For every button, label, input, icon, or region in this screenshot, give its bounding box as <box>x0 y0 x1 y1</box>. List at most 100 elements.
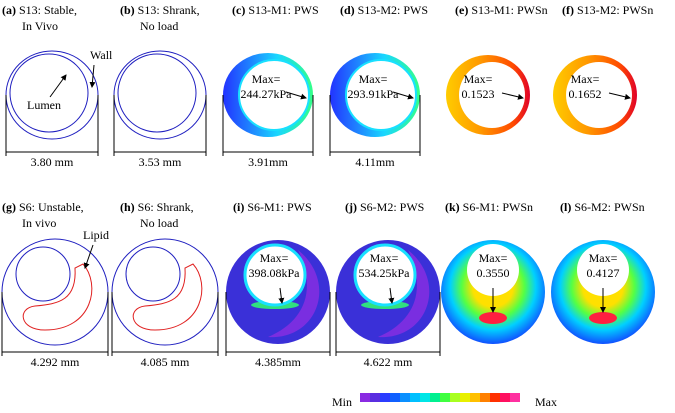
annotation: Max= <box>260 251 289 265</box>
panel-title-line: S13-M2: PWS <box>358 3 428 17</box>
panel-title: (i) S6-M1: PWS <box>233 200 312 214</box>
panel-title-line: S13: Stable, <box>19 3 77 17</box>
panel-title-line: S6-M2: PWSn <box>574 200 644 214</box>
panel-title: (h) S6: Shrank, <box>120 200 194 214</box>
panel-title: (e) S13-M1: PWSn <box>455 3 548 17</box>
lumen <box>125 246 181 302</box>
annotation: 398.08kPa <box>249 266 301 280</box>
lumen <box>566 62 632 128</box>
panel: (l) S6-M2: PWSn Max=0.4127 <box>551 200 655 344</box>
colorbar: Min Max <box>332 393 557 409</box>
colorbar-cell <box>510 393 520 402</box>
panel: (k) S6-M1: PWSn Max=0.3550 <box>441 200 545 344</box>
arrow <box>285 91 307 100</box>
lumen <box>345 59 417 131</box>
annotation: Max= <box>589 251 618 265</box>
dimension-label: 3.53 mm <box>139 155 182 169</box>
crescent <box>378 250 430 338</box>
panel-title: (b) S13: Shrank, <box>120 3 200 17</box>
lumen <box>117 53 197 133</box>
panel-label: (f) <box>562 3 574 17</box>
panel-title-line: S6-M1: PWS <box>247 200 311 214</box>
arrow <box>388 287 395 304</box>
panel: (i) S6-M1: PWS Max=398.08kPa 4.385mm <box>225 200 331 369</box>
panel-title-line: In Vivo <box>22 19 58 33</box>
panel-title-line: S6-M1: PWSn <box>463 200 533 214</box>
lipid <box>22 263 93 331</box>
colorbar-cell <box>390 393 400 402</box>
annotation: 534.25kPa <box>359 266 411 280</box>
colorbar-cell <box>490 393 500 402</box>
arrow <box>278 287 285 304</box>
dimension-label: 3.91mm <box>248 155 288 169</box>
panel: (j) S6-M2: PWS Max=534.25kPa 4.622 mm <box>335 200 441 369</box>
panel-title: (l) S6-M2: PWSn <box>560 200 645 214</box>
panel-title-line: In vivo <box>22 216 56 230</box>
arrow <box>608 92 631 100</box>
annotation: Max= <box>464 72 493 86</box>
colorbar-cell <box>360 393 370 402</box>
colorbar-cell <box>380 393 390 402</box>
hotspot <box>479 312 507 324</box>
panel-title-line: No load <box>140 19 178 33</box>
dimension-label: 3.80 mm <box>31 155 74 169</box>
panel: (c) S13-M1: PWS Max=244.27kPa 3.91mm <box>222 3 319 169</box>
panel-title-line: S13-M1: PWSn <box>471 3 547 17</box>
colorbar-cell <box>500 393 510 402</box>
annotation: Max= <box>359 72 388 86</box>
lumen <box>15 246 71 302</box>
panel-title-line: S6: Unstable, <box>19 200 84 214</box>
panel-title: (g) S6: Unstable, <box>2 200 84 214</box>
colorbar-cell <box>460 393 470 402</box>
panel-label: (j) <box>345 200 357 214</box>
dimension-label: 4.292 mm <box>31 355 80 369</box>
panel-title: (a) S13: Stable, <box>2 3 77 17</box>
panel-title-line: No load <box>140 216 178 230</box>
panel-label: (c) <box>232 3 245 17</box>
colorbar-cell <box>450 393 460 402</box>
panel-title-line: S6: Shrank, <box>138 200 194 214</box>
panel-label: (k) <box>445 200 460 214</box>
panel-title: (k) S6-M1: PWSn <box>445 200 533 214</box>
colorbar-min: Min <box>332 395 352 409</box>
annotation: Wall <box>90 48 113 62</box>
annotation: Max= <box>370 251 399 265</box>
annotation: Max= <box>252 72 281 86</box>
annotation: Max= <box>479 251 508 265</box>
panel: (d) S13-M2: PWS Max=293.91kPa 4.11mm <box>329 3 428 169</box>
panel: (g) S6: Unstable, In vivo Lipid 4.292 mm <box>1 200 109 369</box>
annotation: 293.91kPa <box>348 87 400 101</box>
panel-label: (l) <box>560 200 571 214</box>
colorbar-cell <box>370 393 380 402</box>
lumen <box>577 244 629 296</box>
panel: (e) S13-M1: PWSn Max=0.1523 <box>446 3 548 135</box>
lipid <box>132 263 203 331</box>
lumen <box>9 53 89 133</box>
dimension-label: 4.11mm <box>355 155 395 169</box>
lumen <box>459 62 525 128</box>
wall <box>113 50 207 140</box>
panel: (b) S13: Shrank, No load 3.53 mm <box>113 3 207 169</box>
panel-title-line: S13: Shrank, <box>138 3 200 17</box>
arrow <box>501 92 524 100</box>
colorbar-cell <box>410 393 420 402</box>
panel-label: (e) <box>455 3 468 17</box>
colorbar-cell <box>470 393 480 402</box>
panel-title: (j) S6-M2: PWS <box>345 200 424 214</box>
colorbar-cell <box>430 393 440 402</box>
hotspot <box>589 312 617 324</box>
panel: (f) S13-M2: PWSn Max=0.1652 <box>553 3 653 135</box>
panel-label: (i) <box>233 200 244 214</box>
panel-title: (d) S13-M2: PWS <box>340 3 428 17</box>
panel-label: (a) <box>2 3 16 17</box>
crescent <box>268 250 320 338</box>
panel-label: (d) <box>340 3 355 17</box>
lumen <box>353 243 417 307</box>
panel-title-line: S6-M2: PWS <box>360 200 424 214</box>
panel: (a) S13: Stable, In Vivo Wall Lumen 3.80 mm <box>2 3 113 169</box>
lumen <box>238 59 310 131</box>
dimension-label: 4.085 mm <box>141 355 190 369</box>
colorbar-cell <box>400 393 410 402</box>
arrow <box>49 74 67 98</box>
